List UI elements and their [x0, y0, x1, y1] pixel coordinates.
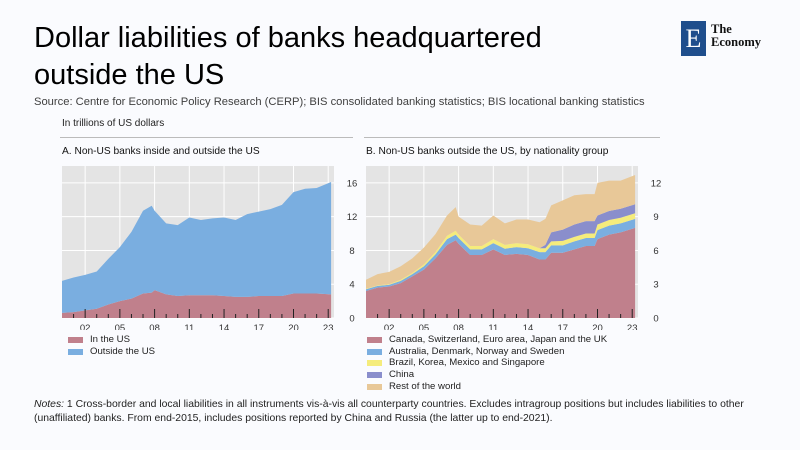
legend-item: Brazil, Korea, Mexico and Singapore — [367, 357, 607, 369]
notes: Notes: 1 Cross-border and local liabilit… — [34, 398, 784, 426]
panel-a-title: A. Non-US banks inside and outside the U… — [62, 146, 260, 157]
legend-label: Rest of the world — [389, 380, 461, 392]
notes-text: 1 Cross-border and local liabilities in … — [34, 399, 744, 424]
area-series-2 — [366, 218, 636, 291]
area-series-3 — [366, 213, 636, 290]
legend-label: Brazil, Korea, Mexico and Singapore — [389, 357, 545, 369]
y-tick-label: 8 — [349, 246, 354, 257]
x-tick-label: 11 — [184, 323, 194, 330]
legend-item: In the US — [68, 334, 155, 346]
legend-a: In the US Outside the US — [68, 334, 155, 357]
y-tick-label: 4 — [349, 280, 354, 291]
y-tick-label: 9 — [653, 212, 658, 223]
legend-swatch — [367, 371, 382, 378]
x-tick-label: 05 — [115, 323, 126, 330]
x-tick-label: 20 — [288, 323, 299, 330]
legend-label: China — [389, 369, 415, 381]
panel-b-rule — [364, 137, 660, 138]
y-tick-label: 0 — [653, 314, 658, 325]
unit-label: In trillions of US dollars — [62, 118, 165, 129]
legend-label: In the US — [90, 334, 130, 345]
x-tick-label: 20 — [592, 323, 603, 330]
y-tick-label: 6 — [653, 246, 658, 257]
area-series-4 — [366, 204, 636, 289]
the-economy-logo[interactable]: E The Economy — [681, 21, 771, 61]
legend-b: Canada, Switzerland, Euro area, Japan an… — [367, 334, 607, 392]
legend-item: China — [367, 369, 607, 381]
area-series-5 — [366, 175, 636, 289]
legend-swatch — [68, 336, 83, 343]
area-series-1 — [62, 290, 332, 318]
x-tick-label: 17 — [557, 323, 568, 330]
legend-swatch — [367, 360, 382, 367]
legend-item: Outside the US — [68, 346, 155, 358]
y-tick-label: 3 — [653, 280, 658, 291]
x-tick-label: 14 — [219, 323, 230, 330]
legend-item: Rest of the world — [367, 381, 607, 393]
y-tick-label: 12 — [651, 178, 662, 189]
notes-label: Notes: — [34, 399, 65, 410]
legend-label: Australia, Denmark, Norway and Sweden — [389, 345, 565, 357]
page-title: Dollar liabilities of banks headquartere… — [34, 22, 542, 91]
panel-a-rule — [60, 137, 353, 138]
logo-line-1: The — [711, 22, 732, 36]
legend-label: Outside the US — [90, 345, 156, 357]
area-series-2 — [62, 182, 332, 313]
x-tick-label: 17 — [253, 323, 264, 330]
legend-label: Canada, Switzerland, Euro area, Japan an… — [389, 334, 608, 345]
logo-line-2: Economy — [711, 35, 761, 49]
legend-item: Canada, Switzerland, Euro area, Japan an… — [367, 334, 607, 346]
legend-swatch — [367, 348, 382, 355]
x-tick-label: 11 — [488, 323, 498, 330]
legend-swatch — [367, 383, 382, 390]
logo-text: The Economy — [711, 23, 761, 49]
y-tick-label: 12 — [347, 212, 358, 223]
legend-swatch — [68, 348, 83, 355]
chart-b: 02 05 08 11 14 17 20 23 0 3 6 9 12 — [366, 166, 662, 330]
legend-item: Australia, Denmark, Norway and Sweden — [367, 346, 607, 358]
x-tick-label: 02 — [80, 323, 91, 330]
y-tick-label: 0 — [349, 314, 354, 325]
x-tick-label: 02 — [384, 323, 395, 330]
y-tick-label: 16 — [347, 178, 358, 189]
legend-swatch — [367, 336, 382, 343]
panel-b-title: B. Non-US banks outside the US, by natio… — [366, 146, 609, 157]
x-tick-label: 14 — [523, 323, 534, 330]
x-tick-label: 05 — [419, 323, 430, 330]
x-tick-label: 23 — [627, 323, 638, 330]
chart-a: 02 05 08 11 14 17 20 23 0 4 8 12 16 — [62, 166, 358, 330]
x-tick-label: 23 — [323, 323, 334, 330]
area-series-1 — [366, 227, 636, 318]
x-tick-label: 08 — [149, 323, 160, 330]
logo-e-icon: E — [681, 21, 706, 56]
source-text: Source: Centre for Economic Policy Resea… — [34, 96, 645, 108]
x-tick-label: 08 — [453, 323, 464, 330]
